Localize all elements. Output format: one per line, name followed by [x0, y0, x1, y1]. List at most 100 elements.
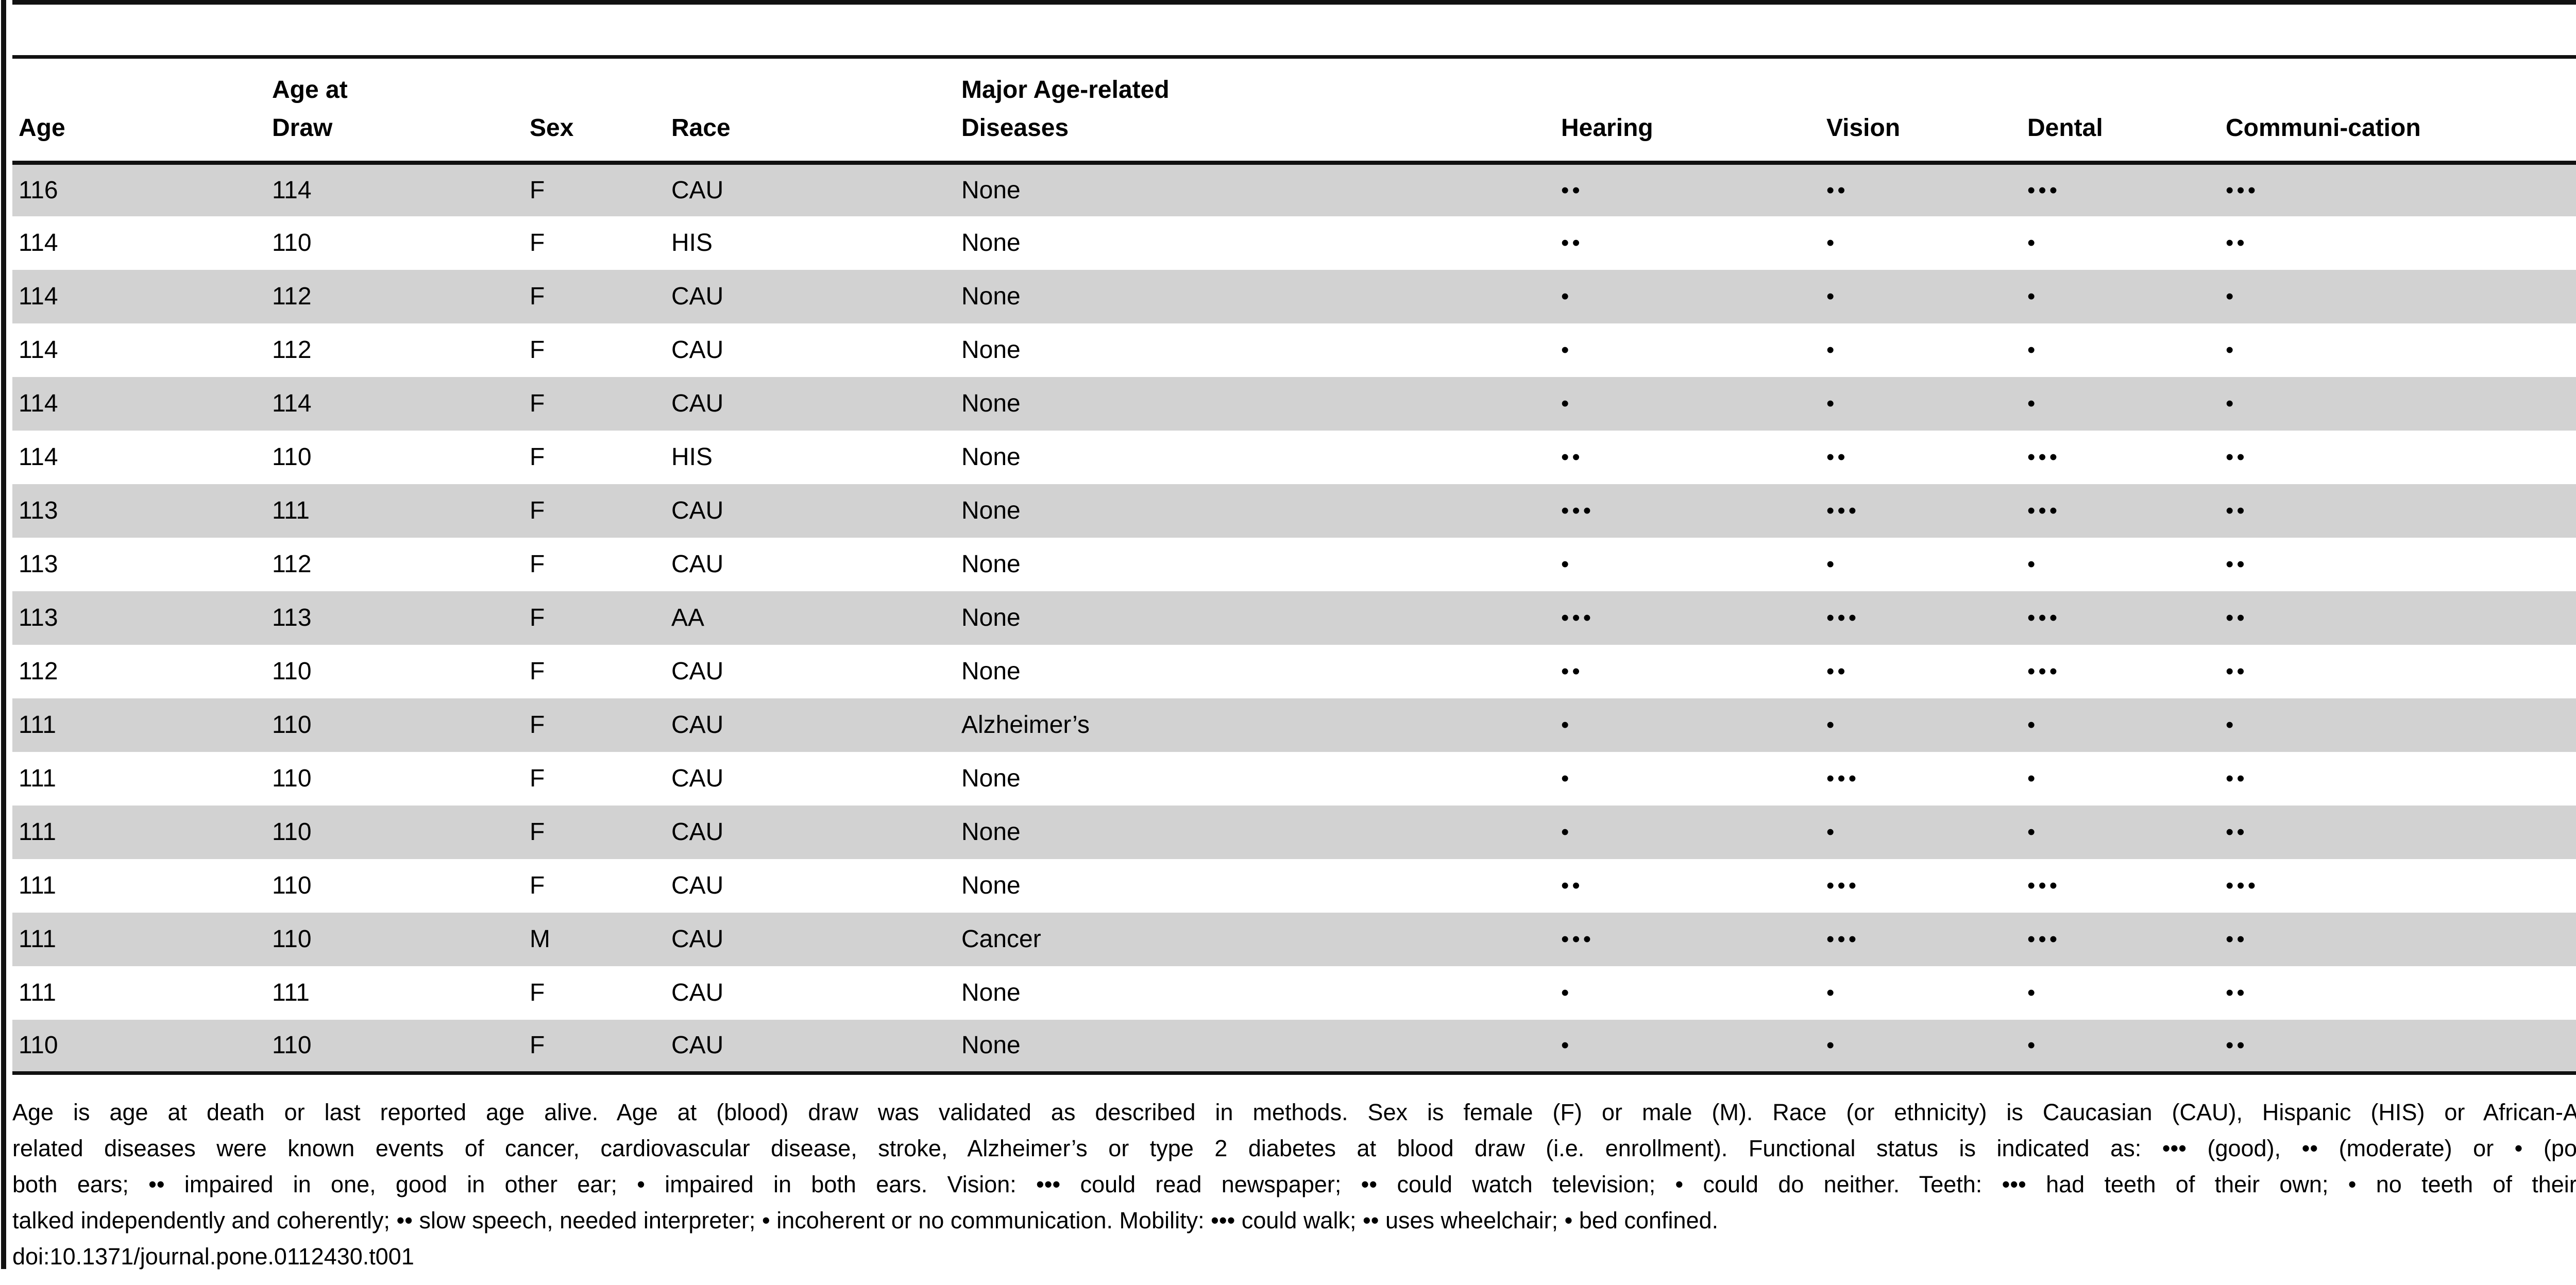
cell-diseases: None	[961, 497, 1021, 524]
cell-diseases: None	[961, 765, 1021, 792]
cell-age: 111	[19, 979, 56, 1006]
cell-race: CAU	[671, 283, 724, 310]
cell-sex: F	[530, 818, 545, 846]
table-row: 113 112 F CAU None • • • •• ••	[12, 538, 2576, 591]
cell-diseases: None	[961, 818, 1021, 846]
footnote-line: talked independently and coherently; •• …	[12, 1207, 1719, 1233]
cell-dental-rating: •	[2027, 283, 2039, 309]
cell-diseases: None	[961, 604, 1021, 631]
cell-age: 114	[19, 229, 58, 256]
cell-vision-rating: •	[1826, 390, 1838, 416]
cell-age: 113	[19, 497, 58, 524]
cell-vision-rating: •••	[1826, 605, 1860, 630]
cell-vision-rating: •	[1826, 337, 1838, 363]
cell-communication-rating: ••	[2226, 980, 2248, 1005]
cell-communication-rating: •	[2226, 712, 2237, 738]
cell-age-at-draw: 110	[272, 765, 312, 792]
cell-age: 111	[19, 765, 56, 792]
cell-race: HIS	[671, 443, 713, 471]
cell-communication-rating: ••	[2226, 444, 2248, 470]
cell-hearing-rating: •	[1561, 390, 1572, 416]
cell-race: CAU	[671, 390, 724, 417]
cell-dental-rating: •	[2027, 765, 2039, 791]
cell-diseases: None	[961, 443, 1021, 471]
cell-race: CAU	[671, 872, 724, 899]
cell-hearing-rating: •••	[1561, 498, 1595, 523]
table-row: 114 112 F CAU None • • • • ••	[12, 323, 2576, 377]
cell-sex: F	[530, 604, 545, 631]
cell-sex: F	[530, 658, 545, 685]
doi-line: doi:10.1371/journal.pone.0112430.t001	[12, 1243, 414, 1270]
cell-age-at-draw: 113	[272, 604, 312, 631]
cell-race: CAU	[671, 765, 724, 792]
cell-age-at-draw: 110	[272, 711, 312, 739]
cell-vision-rating: ••	[1826, 444, 1849, 470]
cell-age: 111	[19, 926, 56, 953]
cell-hearing-rating: ••	[1561, 230, 1583, 255]
cell-communication-rating: ••	[2226, 658, 2248, 684]
cell-age-at-draw: 112	[272, 336, 312, 364]
col-header-dental: Dental	[2027, 57, 2226, 165]
cell-diseases: None	[961, 979, 1021, 1006]
cell-age: 113	[19, 604, 58, 631]
cell-dental-rating: •••	[2027, 658, 2061, 684]
cell-dental-rating: •	[2027, 230, 2039, 255]
cell-vision-rating: •••	[1826, 926, 1860, 952]
cell-communication-rating: ••	[2226, 926, 2248, 952]
left-border-rule	[1, 0, 6, 1269]
cell-race: CAU	[671, 711, 724, 739]
cell-age-at-draw: 110	[272, 658, 312, 685]
cell-sex: F	[530, 979, 545, 1006]
cell-vision-rating: •	[1826, 819, 1838, 845]
cell-sex: F	[530, 1032, 545, 1059]
cell-dental-rating: •	[2027, 819, 2039, 845]
cell-sex: F	[530, 177, 545, 204]
cell-diseases: None	[961, 390, 1021, 417]
footnote-line: both ears; •• impaired in one, good in o…	[12, 1171, 2576, 1197]
cell-dental-rating: •	[2027, 551, 2039, 577]
table-row: 111 110 F CAU None •• ••• ••• ••• •••	[12, 859, 2576, 913]
col-header-diseases: Major Age-related Diseases	[961, 57, 1561, 165]
cell-age-at-draw: 114	[272, 177, 312, 204]
cell-hearing-rating: •••	[1561, 926, 1595, 952]
cell-hearing-rating: ••	[1561, 177, 1583, 203]
cell-diseases: None	[961, 551, 1021, 578]
footnote: Age is age at death or last reported age…	[12, 1094, 2576, 1275]
cell-diseases: Cancer	[961, 926, 1041, 953]
cell-age-at-draw: 111	[272, 497, 310, 524]
cell-dental-rating: •	[2027, 390, 2039, 416]
cell-dental-rating: •	[2027, 712, 2039, 738]
cell-hearing-rating: •	[1561, 980, 1572, 1005]
cell-race: CAU	[671, 497, 724, 524]
cell-hearing-rating: •	[1561, 712, 1572, 738]
cell-vision-rating: ••	[1826, 177, 1849, 203]
cell-sex: F	[530, 711, 545, 739]
cell-diseases: None	[961, 229, 1021, 256]
cell-age-at-draw: 114	[272, 390, 312, 417]
cell-communication-rating: •	[2226, 390, 2237, 416]
cell-race: CAU	[671, 818, 724, 846]
table-row: 111 110 F CAU None • • • •• ••	[12, 805, 2576, 859]
cell-age: 114	[19, 390, 58, 417]
table-row: 111 110 F CAU None • ••• • •• ••	[12, 752, 2576, 806]
cell-age-at-draw: 110	[272, 926, 312, 953]
cell-vision-rating: •	[1826, 980, 1838, 1005]
table-row: 111 110 M CAU Cancer ••• ••• ••• •• •••	[12, 912, 2576, 966]
cell-race: CAU	[671, 177, 724, 204]
footnote-line: related diseases were known events of ca…	[12, 1135, 2576, 1161]
cell-diseases: None	[961, 1032, 1021, 1059]
cell-dental-rating: •••	[2027, 177, 2061, 203]
cell-diseases: None	[961, 336, 1021, 364]
col-header-communication: Communi-cation	[2226, 57, 2576, 165]
cell-diseases: None	[961, 283, 1021, 310]
cell-hearing-rating: ••	[1561, 444, 1583, 470]
col-header-age: Age	[12, 57, 272, 165]
cell-diseases: None	[961, 177, 1021, 204]
cell-dental-rating: •••	[2027, 872, 2061, 898]
cell-age: 112	[19, 658, 58, 685]
cell-age: 114	[19, 336, 58, 364]
supercentenarian-table: Age Age at Draw Sex Race Major Age-relat…	[12, 55, 2576, 1075]
cell-sex: F	[530, 497, 545, 524]
table-row: 113 111 F CAU None ••• ••• ••• •• ••	[12, 484, 2576, 538]
